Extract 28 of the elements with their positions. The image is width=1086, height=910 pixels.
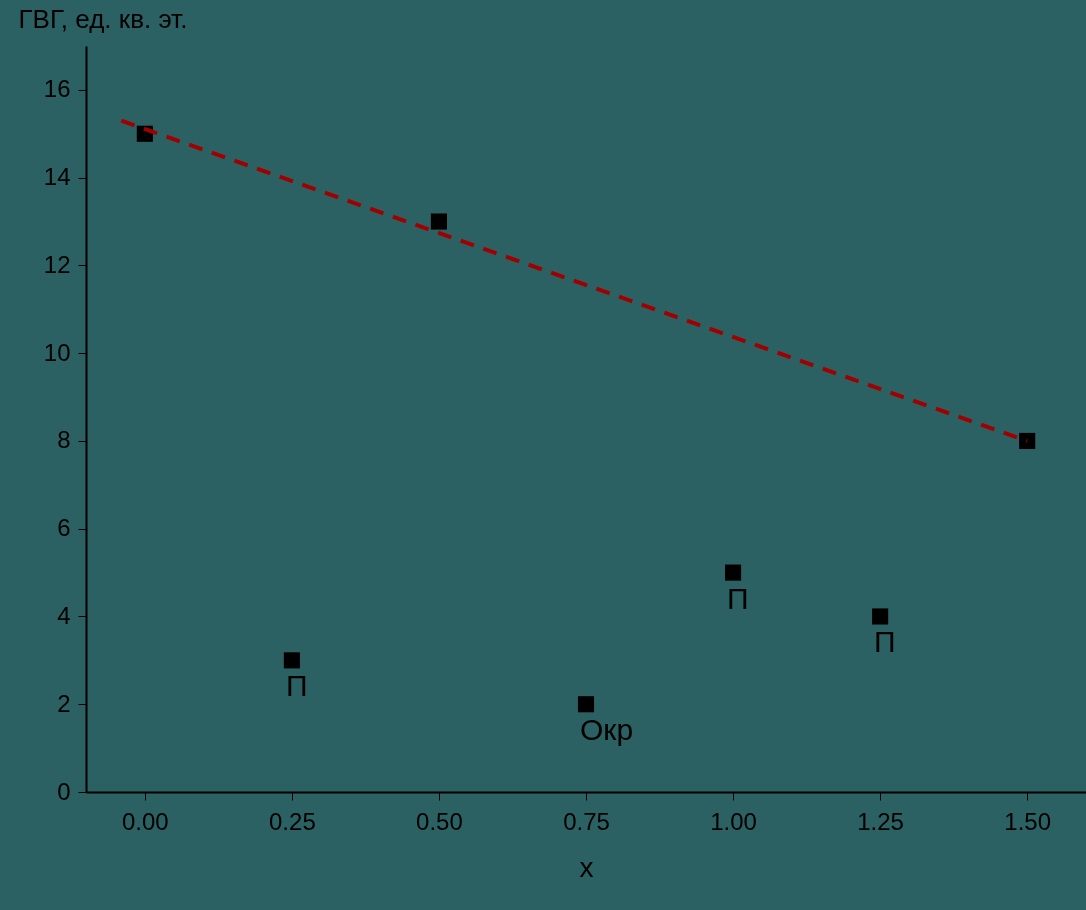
x-tick-label: 0.50	[416, 807, 463, 835]
y-tick-label: 2	[57, 689, 71, 717]
y-tick-label: 8	[57, 426, 71, 454]
x-tick-label: 0.25	[269, 807, 316, 835]
y-tick-label: 6	[57, 514, 71, 542]
point	[725, 564, 742, 581]
y-tick-label: 0	[57, 777, 71, 805]
y-tick-label: 14	[43, 163, 71, 191]
point	[872, 608, 889, 625]
annotation: П	[874, 625, 896, 659]
y-tick-label: 16	[43, 75, 71, 103]
x-tick-label: 0.75	[563, 807, 610, 835]
point	[577, 696, 595, 713]
x-tick-label: 1.25	[857, 807, 904, 835]
x-axis-title: x	[579, 851, 594, 883]
x-tick-label: 1.00	[710, 807, 757, 835]
point	[430, 213, 447, 230]
annotation: П	[285, 669, 308, 703]
y-tick-label: 4	[57, 601, 71, 629]
y-tick-label: 10	[43, 338, 71, 366]
annotation: П	[727, 581, 749, 615]
point	[283, 652, 300, 669]
x-tick-label: 1.50	[1004, 807, 1052, 835]
x-tick-label: 0.00	[121, 807, 169, 835]
y-axis-title: ГВГ, ед. кв. эт.	[18, 3, 188, 34]
y-tick-label: 12	[43, 250, 71, 278]
point	[1019, 432, 1036, 449]
annotation: Окр	[580, 713, 634, 747]
